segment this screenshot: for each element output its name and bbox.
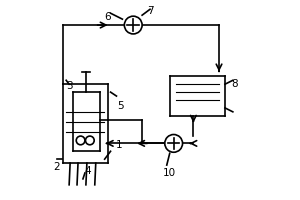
Text: 7: 7 — [147, 6, 153, 16]
Text: 8: 8 — [232, 79, 238, 89]
Text: 10: 10 — [163, 168, 176, 178]
Text: 4: 4 — [85, 166, 91, 176]
Text: 5: 5 — [117, 101, 124, 111]
Text: 6: 6 — [104, 12, 111, 22]
Text: 3: 3 — [66, 81, 73, 91]
Text: 1: 1 — [116, 140, 123, 150]
Circle shape — [124, 16, 142, 34]
Circle shape — [165, 135, 182, 152]
Text: 2: 2 — [53, 162, 60, 172]
